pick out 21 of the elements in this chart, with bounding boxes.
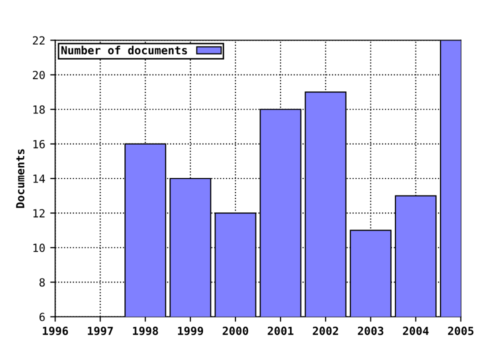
x-tick-label: 1998: [132, 326, 158, 336]
x-tick-label: 2004: [402, 326, 429, 336]
y-tick-label: 14: [33, 174, 45, 183]
x-tick-label: 2000: [222, 326, 248, 336]
y-tick-label: 16: [33, 140, 45, 148]
x-tick-label: 1997: [88, 326, 113, 336]
x-tick-label: 1996: [42, 326, 68, 336]
y-tick-label: 12: [33, 209, 45, 218]
x-tick-label: 2003: [358, 326, 384, 336]
y-tick-label: 22: [32, 36, 45, 44]
x-tick-label: 2001: [268, 326, 294, 336]
y-tick-label: 18: [33, 105, 45, 114]
y-tick-label: 10: [33, 244, 45, 252]
y-tick-label: 20: [32, 70, 45, 80]
y-tick-label: 8: [40, 278, 45, 287]
legend-label: Number of documents: [61, 46, 187, 54]
x-tick-label: 2005: [448, 326, 474, 336]
y-axis-title: Documents: [16, 149, 24, 208]
y-tick-label: 6: [40, 312, 45, 322]
x-tick-label: 2002: [312, 326, 338, 336]
x-tick-label: 1999: [178, 326, 204, 336]
